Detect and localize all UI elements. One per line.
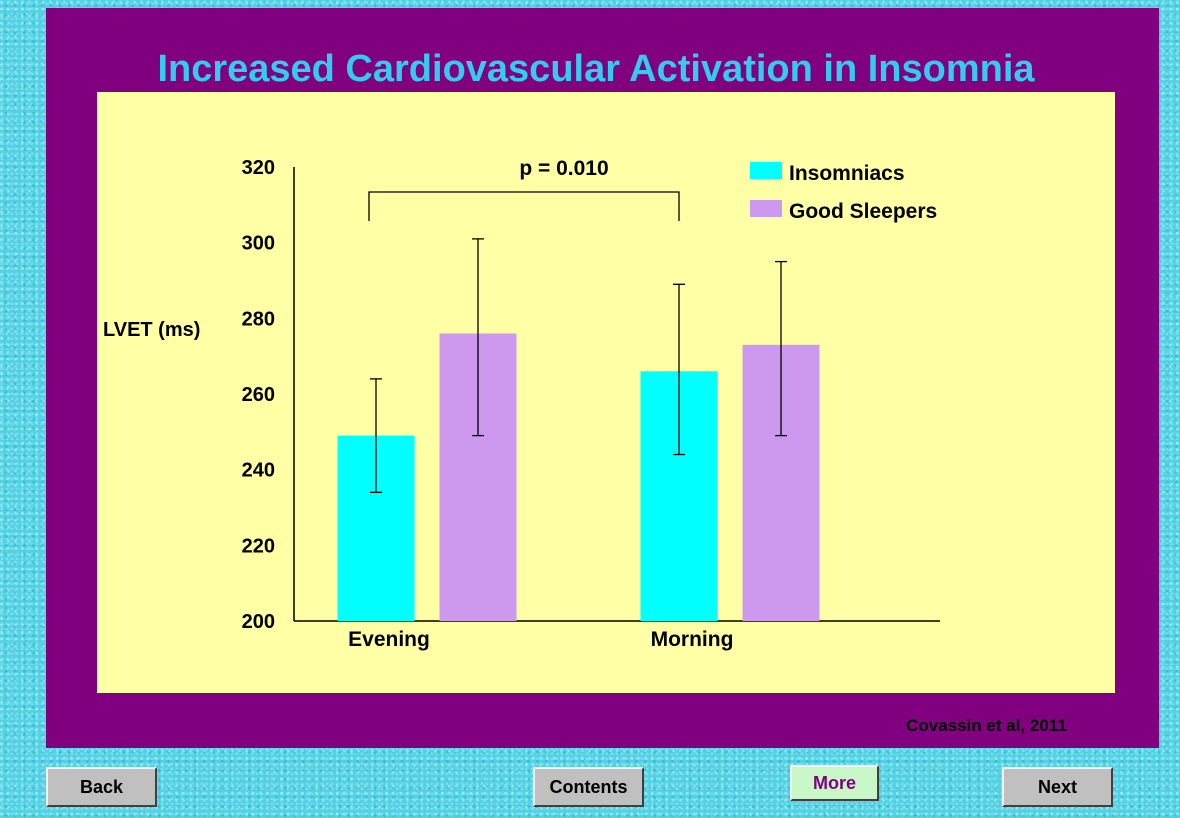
bar-chart: 200 220 240 260 280 300 320 LVET (ms) Evening Mor… [103, 157, 940, 651]
legend-swatch [750, 200, 782, 217]
x-tick-label: Morning [651, 628, 734, 651]
y-tick-label: 280 [242, 308, 275, 330]
y-axis-label: LVET (ms) [103, 319, 200, 341]
y-tick-label: 260 [242, 384, 275, 406]
y-tick-label: 320 [242, 157, 275, 179]
legend-label: Insomniacs [789, 162, 905, 185]
y-tick-label: 300 [242, 233, 275, 255]
contents-button[interactable]: Contents [533, 767, 644, 807]
significance-label: p = 0.010 [519, 157, 608, 180]
y-tick-label: 200 [242, 611, 275, 633]
x-tick-label: Evening [348, 628, 430, 651]
back-button[interactable]: Back [46, 767, 157, 807]
legend-swatch [750, 162, 782, 179]
slide-title: Increased Cardiovascular Activation in I… [157, 48, 1035, 90]
significance-bracket [368, 191, 680, 221]
legend-label: Good Sleepers [789, 200, 937, 223]
y-tick-label: 220 [242, 535, 275, 557]
citation: Covassin et al, 2011 [906, 716, 1067, 735]
more-button[interactable]: More [790, 765, 879, 801]
chart-panel: 200 220 240 260 280 300 320 LVET (ms) Evening Mor… [97, 92, 1115, 693]
y-tick-label: 240 [242, 460, 275, 482]
next-button[interactable]: Next [1002, 767, 1113, 807]
